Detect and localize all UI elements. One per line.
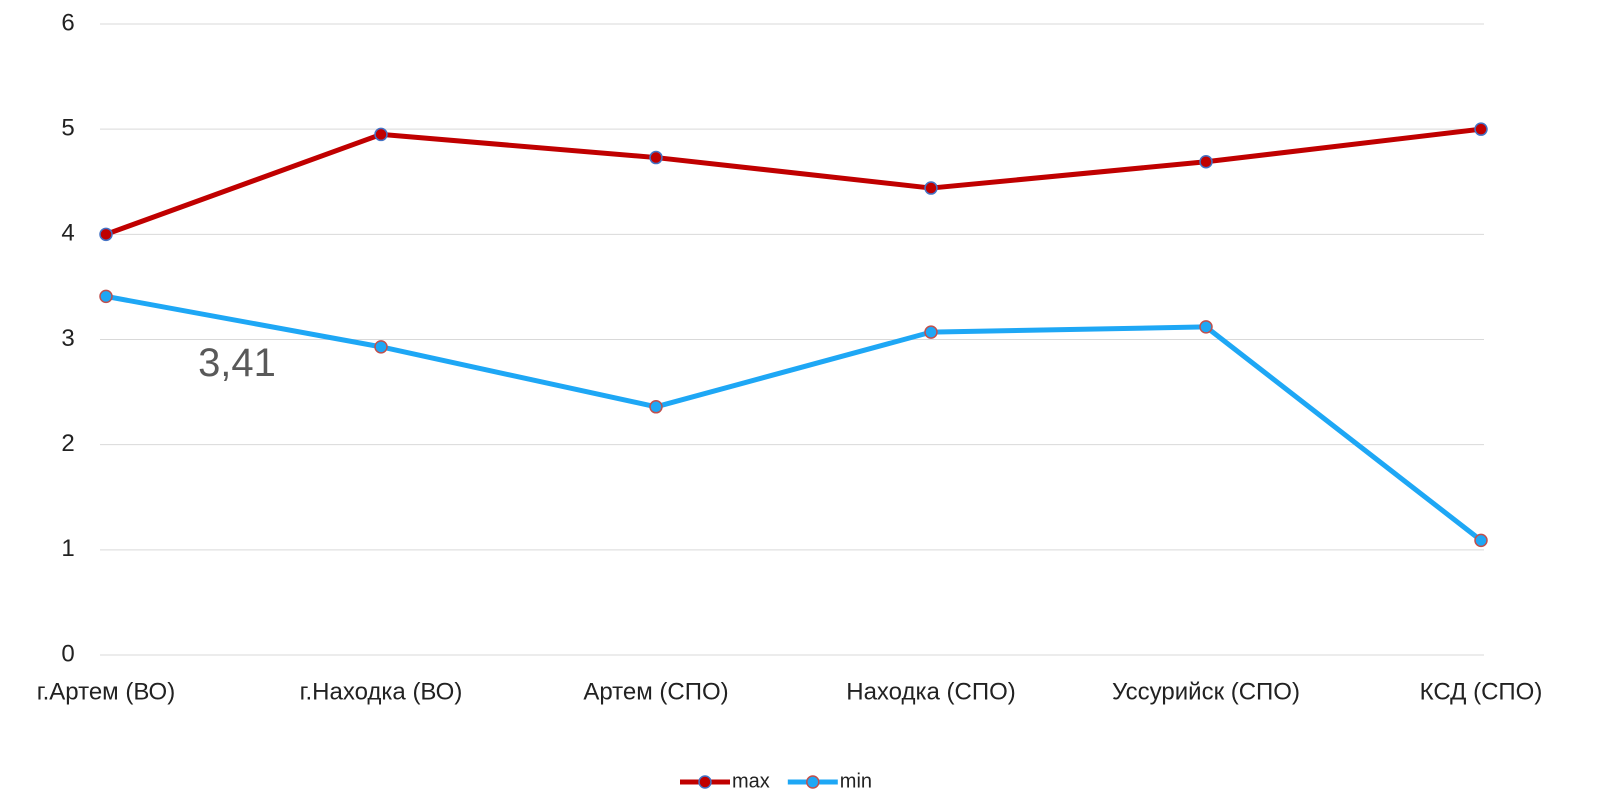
y-tick-label: 2 <box>61 430 74 457</box>
y-tick-label: 5 <box>61 115 74 142</box>
x-tick-label: г.Находка (ВО) <box>300 678 463 705</box>
line <box>105 293 1483 543</box>
marker <box>924 181 938 195</box>
y-tick-label: 4 <box>61 220 74 247</box>
x-tick-label: КСД (СПО) <box>1420 678 1543 705</box>
legend-label: max <box>732 770 770 792</box>
line <box>105 126 1482 237</box>
x-tick-label: Артем (СПО) <box>583 678 728 705</box>
y-tick-label: 6 <box>61 9 74 36</box>
marker <box>374 127 388 142</box>
marker <box>649 400 663 414</box>
marker <box>649 150 663 165</box>
legend-label: min <box>840 770 872 792</box>
y-tick-label: 1 <box>61 535 74 562</box>
marker <box>924 325 938 339</box>
marker <box>1474 533 1488 548</box>
marker <box>99 289 113 304</box>
marker <box>374 340 388 354</box>
x-tick-label: Находка (СПО) <box>846 678 1016 705</box>
y-tick-label: 0 <box>61 640 74 667</box>
data-label: 3,41 <box>198 341 276 385</box>
legend-marker <box>806 775 820 789</box>
marker <box>1199 155 1213 169</box>
x-tick-label: Уссурийск (СПО) <box>1112 678 1300 705</box>
marker <box>99 227 113 242</box>
legend-marker <box>698 775 712 789</box>
y-tick-label: 3 <box>61 325 74 352</box>
marker <box>1199 320 1213 334</box>
x-tick-label: г.Артем (ВО) <box>37 678 175 705</box>
marker <box>1474 122 1488 136</box>
